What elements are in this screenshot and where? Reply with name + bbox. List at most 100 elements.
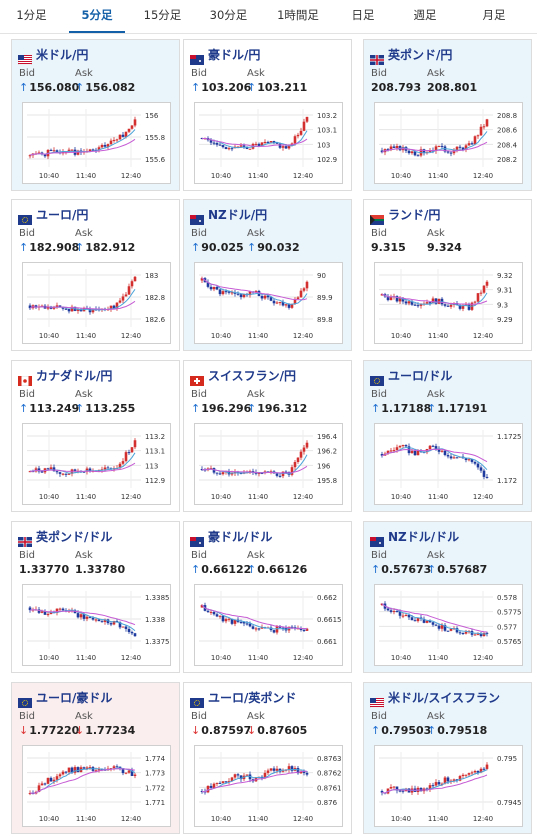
ask-label: Ask <box>247 711 265 722</box>
chart-frame[interactable]: 1.1725 1.172 10:40 11:40 12:40 <box>374 423 523 505</box>
pair-name[interactable]: 米ドル/円 <box>36 48 89 62</box>
pair-name[interactable]: カナダドル/円 <box>36 369 113 383</box>
ask-label: Ask <box>75 550 93 561</box>
card-header: カナダドル/円 <box>17 365 113 386</box>
pair-name[interactable]: スイスフラン/円 <box>208 369 297 383</box>
pair-name[interactable]: ユーロ/ドル <box>388 369 453 383</box>
candle-body <box>115 766 119 768</box>
rate-card[interactable]: 英ポンド/ドル Bid Ask 1.33770 1.33780 1.3385 1.338 1.… <box>11 521 180 673</box>
pair-name[interactable]: ユーロ/円 <box>36 208 89 222</box>
bid-value: ↓0.87597 <box>191 724 251 737</box>
rate-card[interactable]: スイスフラン/円 Bid Ask ↑196.296 ↑196.312 196.4 196.2… <box>183 360 352 512</box>
pair-name[interactable]: NZドル/円 <box>208 208 268 222</box>
chart-frame[interactable]: 1.3385 1.338 1.3375 10:40 11:40 12:40 <box>22 584 171 666</box>
ma-slow-line <box>201 465 308 474</box>
chart-frame[interactable]: 9.32 9.31 9.3 9.29 10:40 11:40 12:40 <box>374 262 523 344</box>
chart-frame[interactable]: 1.774 1.773 1.772 1.771 10:40 11:40 12:40 <box>22 745 171 827</box>
pair-name[interactable]: 米ドル/スイスフラン <box>388 691 501 705</box>
pair-name[interactable]: NZドル/ドル <box>388 530 460 544</box>
bid-value-text: 0.57673 <box>381 563 432 576</box>
y-tick-label: 182.8 <box>145 294 165 302</box>
candle-body <box>100 144 104 148</box>
candle-body <box>395 786 399 791</box>
candle-body <box>239 294 243 298</box>
candle-body <box>260 627 264 629</box>
candle-body <box>85 616 89 619</box>
chart-frame[interactable]: 0.795 0.7945 10:40 11:40 12:40 <box>374 745 523 827</box>
rate-card[interactable]: ユーロ/英ポンド Bid Ask ↓0.87597 ↓0.87605 0.8763 0.87… <box>183 682 352 834</box>
y-tick-label: 1.338 <box>145 616 165 624</box>
pair-name[interactable]: 豪ドル/円 <box>208 48 261 62</box>
tab-6[interactable]: 日足 <box>351 8 375 22</box>
gb-jp-flag-icon <box>369 50 385 65</box>
tab-4[interactable]: 30分足 <box>209 8 248 22</box>
candle-body <box>437 782 441 785</box>
pair-name[interactable]: 英ポンド/ドル <box>36 530 113 544</box>
y-tick-label: 196.4 <box>317 433 338 441</box>
rate-card[interactable]: ユーロ/豪ドル Bid Ask ↓1.77220 ↓1.77234 1.774 1.773 1… <box>11 682 180 834</box>
pair-name[interactable]: 豪ドル/ドル <box>208 530 273 544</box>
rate-card[interactable]: カナダドル/円 Bid Ask ↑113.249 ↑113.255 113.2 113.1 1… <box>11 360 180 512</box>
candle-body <box>70 610 74 612</box>
ma-fast-line <box>29 767 136 794</box>
rate-card[interactable]: 豪ドル/ドル Bid Ask ↑0.66122 ↑0.66126 0.662 0.6615 0… <box>183 521 352 673</box>
candlestick-chart: 113.2 113.1 113 112.9 10:40 11:40 12:40 <box>27 430 165 501</box>
chart-frame[interactable]: 0.662 0.6615 0.661 10:40 11:40 12:40 <box>194 584 343 666</box>
rate-card[interactable]: 米ドル/円 Bid Ask ↑156.080 ↑156.082 156 155.8 155.6… <box>11 39 180 191</box>
rate-card[interactable]: 豪ドル/円 Bid Ask ↑103.206 ↑103.211 103.2 103.1 103… <box>183 39 352 191</box>
candle-body <box>34 305 38 308</box>
candle-body <box>443 625 447 631</box>
chart-frame[interactable]: 0.578 0.5775 0.577 0.5765 10:40 11:40 12:40 <box>374 584 523 666</box>
chart-frame[interactable]: 156 155.8 155.6 10:40 11:40 12:40 <box>22 102 171 184</box>
chart-frame[interactable]: 196.4 196.2 196 195.8 10:40 11:40 12:40 <box>194 423 343 505</box>
us-ch-flag-icon <box>369 693 385 708</box>
candle-body <box>455 146 459 150</box>
tab-7[interactable]: 週足 <box>413 8 437 22</box>
pair-name[interactable]: 英ポンド/円 <box>388 48 453 62</box>
candle-body <box>392 786 396 788</box>
candle-body <box>299 451 303 458</box>
chart-frame[interactable]: 103.2 103.1 103 102.9 10:40 11:40 12:40 <box>194 102 343 184</box>
x-tick-label: 10:40 <box>211 654 231 662</box>
rate-card[interactable]: NZドル/円 Bid Ask ↑90.025 ↑90.032 90 89.9 89.8 10:4… <box>183 199 352 351</box>
candle-body <box>287 145 291 149</box>
x-tick-label: 10:40 <box>39 815 59 823</box>
tab-2[interactable]: 5分足 <box>69 0 125 33</box>
chart-frame[interactable]: 90 89.9 89.8 10:40 11:40 12:40 <box>194 262 343 344</box>
candle-body <box>200 605 204 608</box>
rate-card[interactable]: ユーロ/円 Bid Ask ↑182.908 ↑182.912 183 182.8 182.6… <box>11 199 180 351</box>
candle-body <box>55 471 59 473</box>
x-tick-label: 10:40 <box>391 493 411 501</box>
candle-body <box>395 611 399 613</box>
candle-body <box>398 445 402 448</box>
rate-card[interactable]: 米ドル/スイスフラン Bid Ask ↑0.79503 ↑0.79518 0.795 0.7… <box>363 682 532 834</box>
candle-body <box>239 621 243 623</box>
chart-frame[interactable]: 208.8 208.6 208.4 208.2 10:40 11:40 12:40 <box>374 102 523 184</box>
y-tick-label: 195.8 <box>317 477 337 485</box>
rate-card[interactable]: NZドル/ドル Bid Ask ↑0.57673 ↑0.57687 0.578 0.5775… <box>363 521 532 673</box>
rate-card[interactable]: ランド/円 Bid Ask 9.315 9.324 9.32 9.31 9.3 9.29 10:4… <box>363 199 532 351</box>
candlestick-chart: 0.662 0.6615 0.661 10:40 11:40 12:40 <box>199 591 342 662</box>
x-tick-label: 12:40 <box>121 815 141 823</box>
tab-1[interactable]: 1分足 <box>16 8 47 22</box>
bid-value: ↑0.66122 <box>191 563 251 576</box>
candle-body <box>206 785 210 793</box>
tab-8[interactable]: 月足 <box>482 8 506 22</box>
rate-card[interactable]: 英ポンド/円 Bid Ask 208.793 208.801 208.8 208.6 208.… <box>363 39 532 191</box>
tab-3[interactable]: 15分足 <box>143 8 182 22</box>
ask-label: Ask <box>247 550 265 561</box>
chart-frame[interactable]: 183 182.8 182.6 10:40 11:40 12:40 <box>22 262 171 344</box>
chart-frame[interactable]: 113.2 113.1 113 112.9 10:40 11:40 12:40 <box>22 423 171 505</box>
candle-body <box>269 297 273 301</box>
candle-body <box>97 768 101 771</box>
x-tick-label: 12:40 <box>473 493 493 501</box>
tab-5[interactable]: 1時間足 <box>277 8 319 22</box>
chart-frame[interactable]: 0.8763 0.8762 0.8761 0.876 10:40 11:40 12:40 <box>194 745 343 827</box>
pair-name[interactable]: ユーロ/英ポンド <box>208 691 297 705</box>
candle-body <box>278 302 282 304</box>
rate-card[interactable]: ユーロ/ドル Bid Ask ↑1.17188 ↑1.17191 1.1725 1.172 1… <box>363 360 532 512</box>
pair-name[interactable]: ユーロ/豪ドル <box>36 691 113 705</box>
candle-body <box>464 458 468 461</box>
ask-label: Ask <box>75 711 93 722</box>
pair-name[interactable]: ランド/円 <box>388 208 441 222</box>
